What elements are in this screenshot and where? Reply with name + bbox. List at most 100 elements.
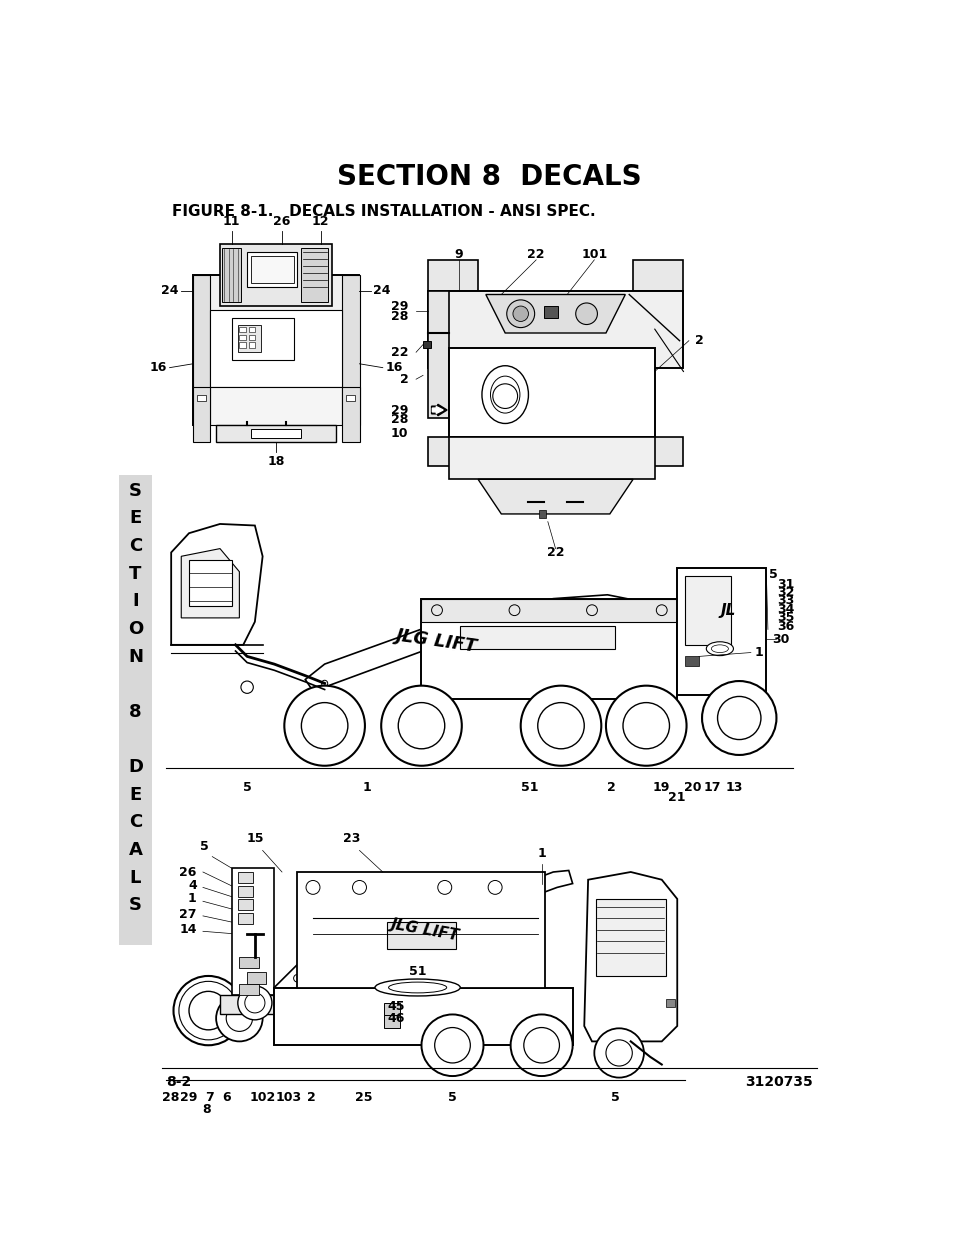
Text: 51: 51 [520, 782, 538, 794]
Bar [232, 317, 294, 359]
Text: L: L [130, 868, 141, 887]
Polygon shape [274, 871, 572, 999]
Text: S: S [129, 482, 142, 500]
Bar [684, 656, 699, 666]
Bar [427, 290, 682, 368]
Bar [239, 983, 258, 995]
Text: 103: 103 [274, 1092, 301, 1104]
Text: 29: 29 [391, 300, 408, 312]
Text: 16: 16 [385, 361, 402, 374]
Text: 4: 4 [188, 879, 196, 893]
Bar [237, 872, 253, 883]
Text: 35: 35 [777, 611, 794, 625]
Bar [249, 327, 254, 332]
Bar [422, 341, 431, 348]
Bar [596, 899, 665, 976]
Bar [384, 1015, 399, 1028]
Text: 2: 2 [695, 335, 703, 347]
Text: 8: 8 [129, 703, 142, 721]
Polygon shape [477, 479, 633, 514]
Circle shape [513, 306, 528, 321]
Text: 22: 22 [527, 248, 544, 261]
Text: 28: 28 [162, 1092, 180, 1104]
Text: 1: 1 [754, 646, 762, 659]
Ellipse shape [481, 366, 528, 424]
Text: 18: 18 [267, 456, 284, 468]
FancyArrow shape [432, 406, 443, 414]
Bar [221, 248, 241, 303]
FancyArrow shape [431, 404, 447, 416]
Text: E: E [130, 510, 141, 527]
Text: 21: 21 [668, 792, 685, 804]
Bar [342, 387, 359, 442]
Bar [119, 475, 152, 945]
Ellipse shape [711, 645, 728, 652]
Bar [427, 290, 449, 417]
Text: 28: 28 [391, 310, 408, 322]
Bar [274, 988, 572, 1045]
Bar [220, 245, 332, 306]
Bar [232, 868, 274, 995]
Text: 26: 26 [179, 866, 196, 878]
Bar [677, 568, 765, 695]
Circle shape [321, 680, 328, 687]
Bar [345, 395, 355, 401]
Bar [193, 275, 210, 425]
Bar [216, 425, 335, 442]
Text: 22: 22 [391, 346, 408, 358]
Text: 26: 26 [273, 215, 291, 227]
Text: 29: 29 [391, 404, 408, 416]
Text: 13: 13 [724, 782, 741, 794]
Text: 24: 24 [373, 284, 391, 298]
Text: O: O [128, 620, 143, 638]
Circle shape [701, 680, 776, 755]
Text: 16: 16 [150, 361, 167, 374]
Text: 31: 31 [777, 578, 794, 590]
Bar [210, 387, 342, 425]
Text: 27: 27 [179, 908, 196, 921]
Bar [427, 259, 477, 290]
Text: 5: 5 [769, 568, 778, 580]
Ellipse shape [705, 642, 733, 656]
Circle shape [237, 986, 272, 1020]
Bar [251, 256, 294, 283]
Text: I: I [132, 593, 139, 610]
Text: 20: 20 [683, 782, 700, 794]
Text: 1: 1 [362, 782, 372, 794]
Text: N: N [128, 647, 143, 666]
Bar [237, 899, 253, 910]
Bar [543, 306, 558, 317]
Bar [342, 275, 359, 425]
Bar [193, 387, 210, 442]
Circle shape [216, 995, 262, 1041]
Bar [386, 923, 456, 948]
Ellipse shape [375, 979, 459, 995]
Text: 3120735: 3120735 [744, 1076, 812, 1089]
Bar [220, 995, 286, 1014]
Text: D: D [128, 758, 143, 776]
Text: C: C [129, 814, 142, 831]
Bar [239, 957, 258, 968]
Bar [193, 275, 359, 425]
Text: 1: 1 [537, 847, 545, 861]
Text: 29: 29 [180, 1092, 197, 1104]
Text: 33: 33 [777, 594, 794, 608]
Text: E: E [130, 785, 141, 804]
Text: 7: 7 [205, 1092, 214, 1104]
Text: T: T [130, 564, 142, 583]
Bar [449, 437, 654, 479]
Bar [449, 348, 654, 437]
Text: C: C [129, 537, 142, 555]
Circle shape [594, 1029, 643, 1078]
Text: 36: 36 [777, 620, 794, 632]
Text: 22: 22 [546, 546, 564, 559]
Text: JLG LIFT: JLG LIFT [395, 626, 478, 656]
Text: 102: 102 [250, 1092, 275, 1104]
Bar [247, 252, 297, 287]
Bar [684, 576, 731, 645]
Bar [297, 872, 545, 988]
Text: 12: 12 [312, 215, 329, 227]
Bar [427, 437, 477, 466]
Text: 2: 2 [606, 782, 615, 794]
Polygon shape [485, 294, 624, 333]
